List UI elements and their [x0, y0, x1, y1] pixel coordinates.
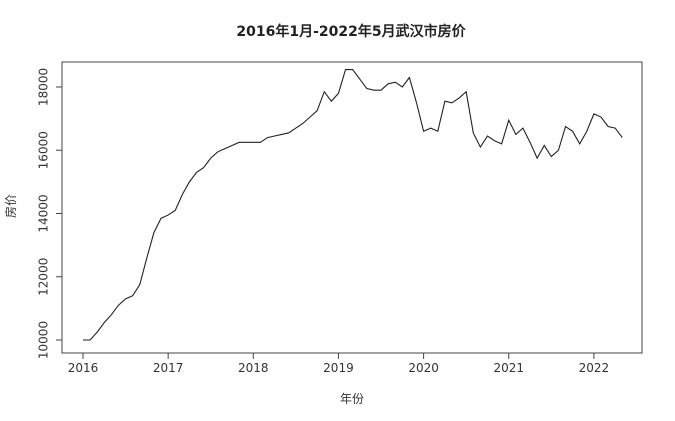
x-tick-label: 2016	[68, 361, 99, 375]
y-tick-label: 14000	[37, 194, 51, 232]
y-axis: 10000 12000 14000 16000 18000	[37, 68, 63, 359]
x-axis: 2016 2017 2018 2019 2020 2021 2022	[68, 352, 610, 375]
y-axis-label: 房价	[3, 194, 18, 218]
price-series-line	[83, 69, 623, 341]
y-tick-label: 18000	[37, 68, 51, 106]
plot-frame	[61, 61, 643, 354]
y-tick-label: 16000	[37, 131, 51, 169]
x-tick-label: 2019	[323, 361, 354, 375]
chart-title: 2016年1月-2022年5月武汉市房价	[236, 23, 466, 40]
x-tick-label: 2022	[579, 361, 610, 375]
x-tick-label: 2018	[238, 361, 269, 375]
x-tick-label: 2020	[408, 361, 439, 375]
x-tick-label: 2021	[493, 361, 524, 375]
y-tick-label: 10000	[37, 321, 51, 359]
x-axis-label: 年份	[340, 392, 364, 406]
y-tick-label: 12000	[37, 258, 51, 296]
x-tick-label: 2017	[153, 361, 184, 375]
